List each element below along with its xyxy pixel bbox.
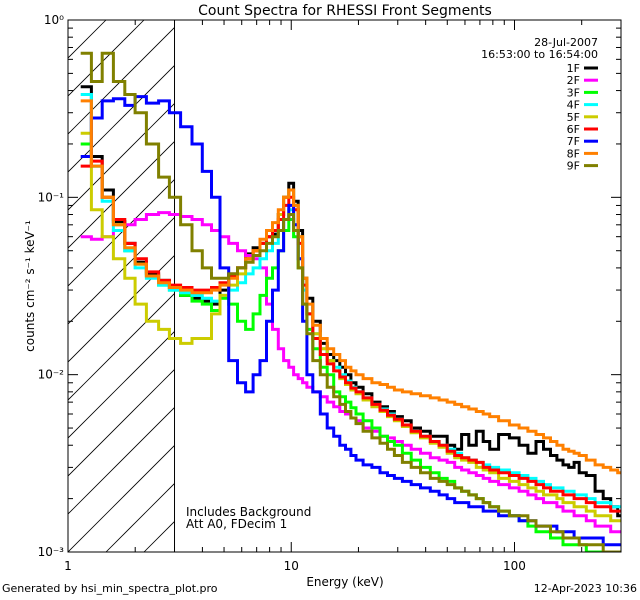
y-tick-label: 10⁰ [44, 13, 64, 27]
chart-title: Count Spectra for RHESSI Front Segments [198, 3, 492, 19]
legend-label-4f: 4F [567, 99, 580, 112]
x-tick-label: 1 [64, 559, 72, 573]
x-tick-label: 100 [503, 559, 526, 573]
series-8f [80, 99, 621, 475]
x-axis-label: Energy (keV) [306, 575, 383, 589]
axis-ticks [67, 19, 622, 553]
hatch-line [68, 368, 175, 477]
annotation-attenuator: Att A0, FDecim 1 [186, 517, 287, 531]
hatch-line [68, 216, 175, 325]
annotation-background: Includes Background [186, 505, 311, 519]
hatch-line [68, 406, 175, 515]
series-layer [80, 51, 621, 552]
time-range-label: 16:53:00 to 16:54:00 [481, 48, 598, 61]
y-tick-label: 10⁻² [38, 368, 65, 382]
hatch-line [68, 64, 175, 173]
legend-label-1f: 1F [567, 62, 580, 75]
legend-label-2f: 2F [567, 74, 580, 87]
legend-label-3f: 3F [567, 86, 580, 99]
legend-label-6f: 6F [567, 123, 580, 136]
series-7f [80, 95, 621, 547]
y-axis-label: counts cm⁻² s⁻¹ keV⁻¹ [23, 220, 37, 352]
date-label: 28-Jul-2007 [534, 36, 598, 49]
plot-frame [67, 19, 622, 553]
excluded-region-hatch [68, 20, 175, 552]
hatch-line [68, 330, 175, 439]
hatch-line [68, 26, 175, 135]
legend-label-7f: 7F [567, 135, 580, 148]
hatch-line [68, 444, 175, 552]
hatch-line [68, 254, 175, 363]
footer-timestamp: 12-Apr-2023 10:36 [533, 582, 637, 595]
y-tick-label: 10⁻¹ [38, 190, 65, 204]
y-tick-label: 10⁻³ [38, 545, 65, 559]
footer-generated-by: Generated by hsi_min_spectra_plot.pro [2, 582, 218, 595]
x-tick-label: 10 [284, 559, 299, 573]
legend-label-8f: 8F [567, 147, 580, 160]
legend-label-5f: 5F [567, 111, 580, 124]
legend-label-9f: 9F [567, 160, 580, 173]
axis-tick-labels: 1 10 100 10⁻³ 10⁻² 10⁻¹ 10⁰ [38, 13, 526, 573]
series-9f [80, 51, 621, 552]
